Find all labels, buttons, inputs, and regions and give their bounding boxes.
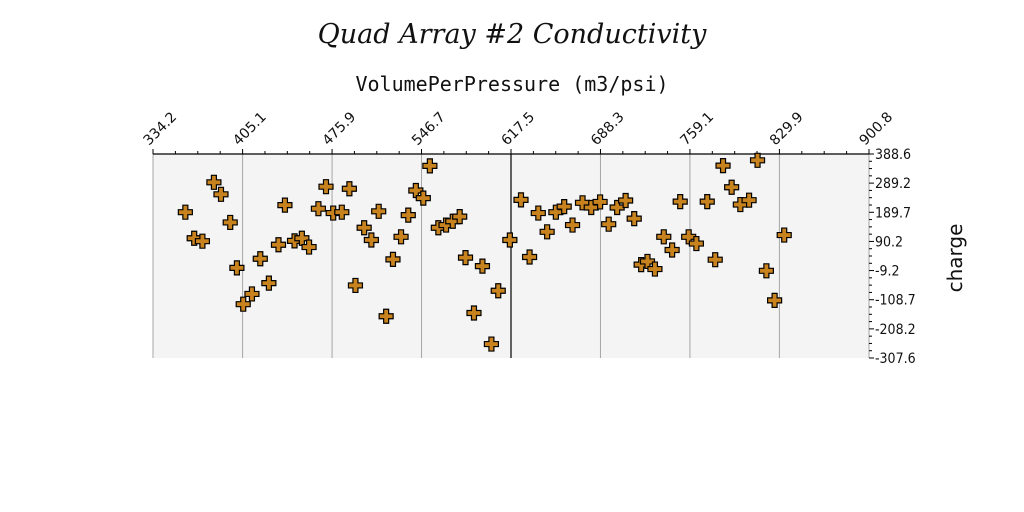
data-point (474, 258, 491, 274)
data-point (393, 229, 409, 245)
data-point (664, 242, 680, 258)
data-point (749, 152, 766, 168)
data-point (647, 261, 663, 277)
y-axis-label: charge (943, 224, 967, 293)
x-tick-label: 759.1 (677, 109, 717, 149)
data-point (244, 286, 260, 302)
data-point (767, 292, 783, 308)
x-ticks: 334.2 405.1 475.9 546.7 617.5 688.3 759.1 829.9… (141, 109, 897, 154)
y-tick-label: 289.2 (875, 176, 911, 192)
data-point (707, 252, 723, 268)
data-point (626, 211, 642, 227)
data-point (592, 194, 608, 210)
x-tick-label: 617.5 (499, 109, 539, 149)
data-point (356, 220, 372, 236)
data-point (341, 181, 357, 197)
data-point (385, 251, 401, 267)
data-point (556, 199, 572, 215)
x-tick-label: 405.1 (230, 109, 270, 149)
data-point (422, 158, 438, 174)
data-point (699, 194, 715, 210)
data-point (347, 277, 364, 294)
data-point (618, 192, 634, 209)
data-point (222, 214, 238, 231)
x-tick-label: 546.7 (409, 109, 449, 149)
data-point (400, 207, 416, 223)
x-tick-label: 475.9 (320, 109, 360, 149)
data-point (415, 190, 431, 206)
data-point (758, 263, 774, 279)
data-point (235, 296, 251, 312)
data-point (334, 204, 350, 220)
chart-title: Quad Array #2 Conductivity (318, 19, 707, 50)
y-tick-label: -9.2 (875, 264, 900, 280)
data-point (318, 179, 334, 195)
data-point (186, 230, 202, 246)
data-point (776, 227, 792, 243)
data-point (177, 204, 193, 220)
data-point (452, 208, 468, 225)
x-tick-label: 334.2 (141, 109, 181, 149)
data-point (277, 197, 293, 213)
data-point (601, 216, 617, 232)
data-point (609, 199, 625, 216)
data-point (310, 201, 327, 217)
data-point (539, 224, 555, 240)
y-tick-label: -108.7 (875, 293, 916, 309)
data-point (457, 250, 474, 266)
data-point (213, 186, 229, 202)
data-point (656, 229, 672, 245)
y-tick-label: -307.6 (875, 351, 916, 367)
data-point (301, 239, 317, 255)
data-point (229, 260, 245, 276)
data-point (490, 283, 506, 299)
data-point (363, 232, 379, 248)
data-point (513, 192, 529, 208)
x-axis-label: VolumePerPressure (m3/psi) (355, 72, 668, 96)
data-point (206, 174, 222, 190)
x-tick-label: 900.8 (857, 109, 897, 149)
data-point (530, 205, 546, 221)
data-point (741, 192, 757, 208)
y-tick-label: 189.7 (875, 205, 911, 221)
data-point (371, 203, 387, 219)
data-point (672, 194, 688, 210)
data-point (261, 275, 277, 291)
data-point (194, 233, 211, 249)
y-ticks: 388.6 289.2 189.7 90.2 -9.2 -108.7 -208.2 -307.… (869, 147, 916, 367)
data-point (483, 336, 500, 352)
data-point (715, 158, 731, 174)
data-points (177, 152, 792, 352)
y-tick-label: 90.2 (875, 234, 903, 250)
data-point (564, 217, 581, 233)
data-point (724, 179, 740, 195)
data-point (270, 237, 287, 253)
data-point (466, 305, 482, 321)
data-point (252, 251, 268, 267)
x-tick-label: 829.9 (767, 109, 807, 149)
data-point (521, 249, 538, 265)
y-tick-label: -208.2 (875, 322, 916, 338)
y-tick-label: 388.6 (875, 147, 911, 163)
x-tick-label: 688.3 (588, 109, 628, 149)
data-point (688, 235, 704, 252)
data-point (502, 232, 518, 248)
data-point (378, 308, 394, 324)
